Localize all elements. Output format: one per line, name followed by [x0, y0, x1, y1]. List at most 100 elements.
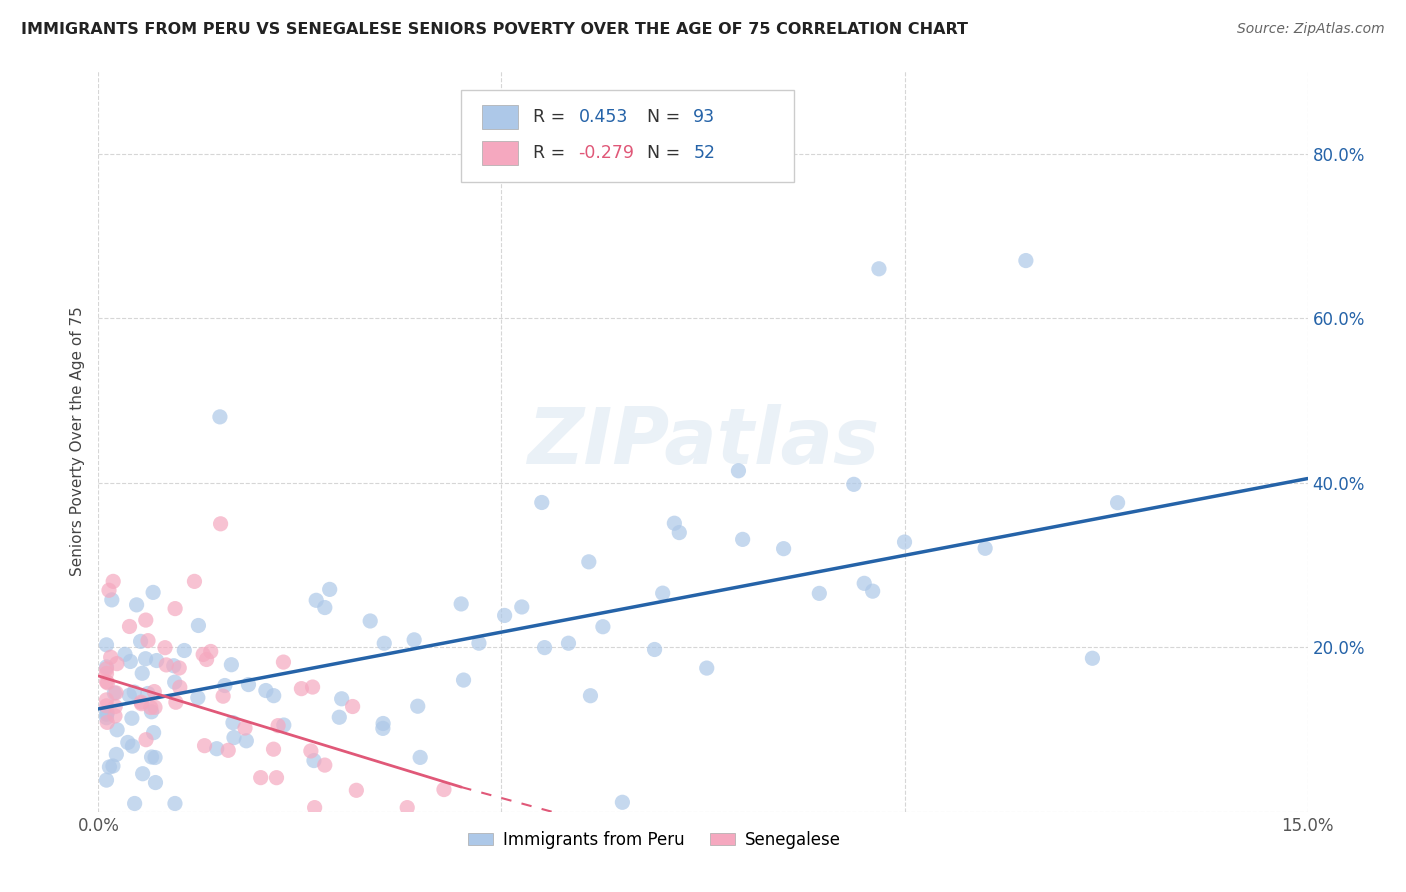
- Text: ZIPatlas: ZIPatlas: [527, 403, 879, 480]
- Point: [96, 666, 118, 681]
- Point: [101, 574, 124, 589]
- Point: [118, 619, 141, 633]
- Point: [143, 684, 166, 698]
- Point: [592, 620, 614, 634]
- Point: [121, 711, 143, 725]
- Point: [135, 651, 157, 665]
- Point: [222, 731, 245, 745]
- Point: [318, 582, 340, 597]
- Point: [121, 739, 143, 753]
- Text: N =: N =: [647, 108, 686, 127]
- Text: -0.279: -0.279: [578, 144, 634, 161]
- Point: [533, 640, 555, 655]
- Point: [122, 685, 145, 699]
- Point: [98, 583, 121, 598]
- Point: [1081, 651, 1104, 665]
- Point: [105, 686, 128, 700]
- Point: [235, 733, 257, 747]
- Point: [141, 705, 163, 719]
- Point: [131, 697, 153, 711]
- Point: [187, 618, 209, 632]
- Point: [238, 677, 260, 691]
- Point: [96, 773, 118, 788]
- Point: [530, 495, 553, 509]
- Point: [118, 689, 141, 703]
- Point: [155, 657, 177, 672]
- Point: [974, 541, 997, 556]
- Point: [163, 658, 186, 673]
- Point: [105, 657, 128, 671]
- Point: [104, 709, 127, 723]
- Point: [808, 586, 831, 600]
- FancyBboxPatch shape: [482, 141, 517, 165]
- Point: [842, 477, 865, 491]
- Text: 0.453: 0.453: [578, 108, 628, 127]
- Point: [193, 648, 215, 662]
- Point: [139, 700, 162, 714]
- Point: [131, 666, 153, 681]
- Point: [468, 636, 491, 650]
- Point: [510, 599, 533, 614]
- Text: R =: R =: [533, 144, 571, 161]
- Point: [96, 707, 118, 722]
- Point: [404, 632, 426, 647]
- Point: [96, 662, 118, 676]
- Point: [557, 636, 579, 650]
- Point: [249, 771, 271, 785]
- Point: [409, 750, 432, 764]
- FancyBboxPatch shape: [482, 105, 517, 129]
- Point: [208, 409, 231, 424]
- Point: [98, 760, 121, 774]
- Point: [187, 690, 209, 705]
- Text: 93: 93: [693, 108, 716, 127]
- Point: [668, 525, 690, 540]
- Point: [103, 686, 125, 700]
- Point: [772, 541, 794, 556]
- Legend: Immigrants from Peru, Senegalese: Immigrants from Peru, Senegalese: [461, 824, 848, 855]
- Point: [141, 750, 163, 764]
- Point: [195, 652, 218, 666]
- Point: [453, 673, 475, 687]
- Point: [165, 601, 187, 615]
- Point: [868, 261, 890, 276]
- Point: [290, 681, 312, 696]
- Point: [263, 689, 285, 703]
- Point: [169, 680, 191, 694]
- Point: [145, 654, 167, 668]
- Point: [163, 675, 186, 690]
- Point: [105, 723, 128, 737]
- Point: [142, 725, 165, 739]
- Point: [644, 642, 666, 657]
- Point: [696, 661, 718, 675]
- Point: [301, 680, 323, 694]
- Point: [100, 650, 122, 665]
- Point: [96, 715, 118, 730]
- Point: [651, 586, 673, 600]
- Point: [314, 758, 336, 772]
- Point: [302, 754, 325, 768]
- Point: [273, 655, 295, 669]
- Point: [222, 715, 245, 730]
- Text: N =: N =: [647, 144, 686, 161]
- Point: [212, 689, 235, 703]
- FancyBboxPatch shape: [461, 90, 793, 183]
- Point: [221, 657, 243, 672]
- Point: [233, 721, 256, 735]
- Point: [406, 699, 429, 714]
- Point: [101, 593, 124, 607]
- Point: [1015, 253, 1038, 268]
- Point: [145, 775, 167, 789]
- Point: [254, 683, 277, 698]
- Point: [731, 533, 754, 547]
- Point: [96, 674, 118, 689]
- Point: [267, 718, 290, 732]
- Point: [853, 576, 876, 591]
- Point: [494, 608, 516, 623]
- Point: [344, 783, 367, 797]
- Point: [153, 640, 176, 655]
- Point: [104, 699, 127, 714]
- Point: [579, 689, 602, 703]
- Point: [396, 800, 419, 814]
- Point: [304, 800, 326, 814]
- Point: [105, 747, 128, 762]
